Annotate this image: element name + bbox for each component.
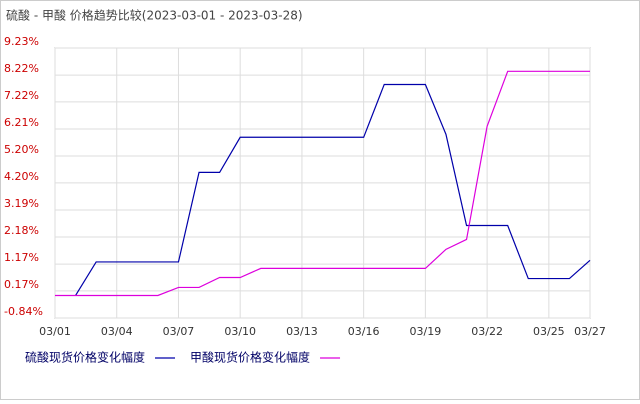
y-tick-label: -0.84% (4, 305, 43, 318)
y-tick-label: 3.19% (4, 197, 39, 210)
legend-label: 硫酸现货价格变化幅度 (25, 350, 145, 365)
x-tick-label: 03/01 (39, 325, 71, 338)
y-tick-label: 6.21% (4, 116, 39, 129)
y-tick-label: 5.20% (4, 143, 39, 156)
y-tick-label: 4.20% (4, 170, 39, 183)
y-tick-label: 9.23% (4, 35, 39, 48)
x-tick-label: 03/25 (533, 325, 565, 338)
y-tick-label: 2.18% (4, 224, 39, 237)
series-line (75, 83, 591, 296)
series-line (55, 70, 590, 297)
x-tick-label: 03/22 (471, 325, 503, 338)
y-tick-label: 7.22% (4, 89, 39, 102)
legend-label: 甲酸现货价格变化幅度 (190, 350, 310, 365)
x-tick-label: 03/10 (224, 325, 256, 338)
y-tick-label: 1.17% (4, 251, 39, 264)
x-tick-label: 03/19 (410, 325, 442, 338)
x-tick-label: 03/04 (101, 325, 133, 338)
x-tick-label: 03/07 (163, 325, 195, 338)
x-tick-label: 03/27 (574, 325, 606, 338)
y-tick-label: 8.22% (4, 62, 39, 75)
chart-title: 硫酸 - 甲酸 价格趋势比较(2023-03-01 - 2023-03-28) (6, 8, 303, 23)
y-tick-label: 0.17% (4, 278, 39, 291)
x-tick-label: 03/16 (348, 325, 380, 338)
x-tick-label: 03/13 (286, 325, 318, 338)
